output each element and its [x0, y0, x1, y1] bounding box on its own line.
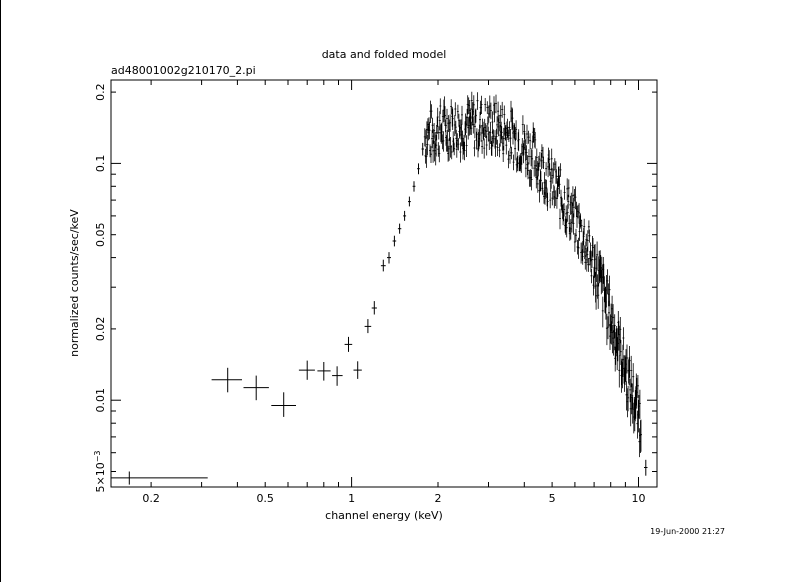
data-point-3 [271, 392, 296, 417]
dense-error-bars [423, 91, 642, 458]
data-point-4 [298, 360, 315, 380]
window-edge [0, 0, 1, 582]
data-point-16 [408, 196, 411, 207]
data-point-9 [364, 319, 372, 334]
data-point-14 [397, 223, 402, 234]
y-tick-label-5: 0.2 [94, 83, 107, 101]
plot-frame [110, 79, 658, 488]
data-point-13 [392, 235, 397, 247]
axis-tick-labels: 0.2 0.5 1 2 5 10 5×10−3 0.01 0.02 0.05 0.1 0.2 [93, 83, 646, 505]
data-point-11 [380, 259, 386, 272]
data-point-17 [412, 181, 416, 192]
data-point-10 [371, 301, 377, 315]
y-tick-label-1: 0.01 [94, 388, 107, 413]
data-marks [111, 91, 648, 485]
y-tick-label-4: 0.1 [94, 155, 107, 173]
y-axis-label: normalized counts/sec/keV [68, 209, 81, 357]
high-point-0 [644, 459, 648, 476]
y-tick-label-0: 5×10−3 [93, 450, 107, 492]
data-point-6 [332, 366, 343, 386]
data-point-7 [344, 336, 353, 352]
x-tick-label-4: 5 [549, 492, 556, 505]
data-point-12 [387, 252, 391, 264]
data-point-19 [421, 142, 424, 156]
data-point-5 [317, 362, 331, 381]
dense-data-region [423, 91, 642, 458]
data-point-0 [111, 471, 208, 485]
data-point-8 [353, 361, 362, 379]
chart-title: data and folded model [322, 48, 447, 61]
y-tick-label-3: 0.05 [94, 222, 107, 247]
y-tick-label-2: 0.02 [94, 317, 107, 342]
data-point-1 [211, 367, 242, 393]
x-axis-label: channel energy (keV) [325, 509, 443, 522]
x-tick-label-1: 0.5 [256, 492, 274, 505]
x-tick-label-2: 1 [348, 492, 355, 505]
axis-ticks [111, 80, 657, 487]
chart-subtitle: ad48001002g210170_2.pi [111, 64, 256, 77]
timestamp: 19-Jun-2000 21:27 [650, 527, 725, 536]
data-point-15 [403, 210, 407, 221]
x-tick-label-0: 0.2 [142, 492, 160, 505]
x-tick-label-5: 10 [632, 492, 646, 505]
x-tick-label-3: 2 [435, 492, 442, 505]
data-point-2 [243, 375, 269, 401]
data-point-18 [417, 163, 420, 175]
